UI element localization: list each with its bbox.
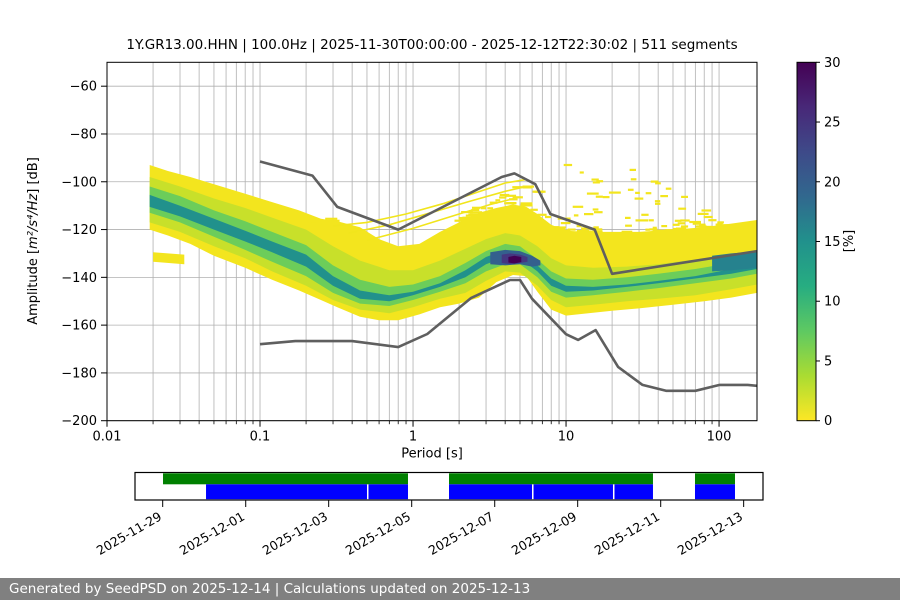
psd-coverage-segment: [206, 484, 367, 500]
availability-date-label: 2025-12-09: [509, 509, 579, 558]
svg-text:−80: −80: [70, 127, 97, 142]
psd-coverage-segment: [449, 484, 533, 500]
availability-bar: 2025-11-29 2025-12-01 2025-12-03 2025-12-05…: [94, 471, 764, 558]
x-axis-label: Period [s]: [401, 447, 463, 462]
svg-text:−160: −160: [61, 319, 97, 334]
svg-text:100: 100: [707, 430, 732, 445]
waveform-availability-segment: [163, 473, 408, 485]
density-layer-prob-15pct: [149, 194, 757, 302]
psd-coverage-segment: [614, 484, 653, 500]
svg-text:−140: −140: [61, 271, 97, 286]
svg-text:30: 30: [824, 56, 841, 71]
availability-date-label: 2025-12-05: [343, 509, 413, 558]
x-axis: 0.01 0.1 1 10 100 Period [s]: [93, 420, 732, 462]
psd-coverage-segment: [694, 484, 735, 500]
svg-text:5: 5: [824, 354, 832, 369]
svg-text:0.01: 0.01: [93, 430, 122, 445]
footer-status-bar: Generated by SeedPSD on 2025-12-14 | Cal…: [0, 578, 900, 600]
svg-text:−60: −60: [70, 80, 97, 95]
svg-text:0.1: 0.1: [250, 430, 271, 445]
svg-text:0: 0: [824, 414, 832, 429]
svg-text:10: 10: [558, 430, 575, 445]
svg-text:10: 10: [824, 295, 841, 310]
density-layer-microseism-peak: [508, 255, 522, 264]
outlier-streaks: [332, 178, 527, 242]
availability-date-label: 2025-12-01: [177, 509, 247, 558]
plot-border: [106, 61, 758, 422]
availability-date-label: 2025-12-11: [592, 509, 662, 558]
psd-coverage-segment: [368, 484, 408, 500]
svg-text:−100: −100: [61, 175, 97, 190]
svg-text:15: 15: [824, 235, 841, 250]
svg-text:−200: −200: [61, 414, 97, 429]
noise-model-lines: [259, 160, 757, 393]
svg-text:1: 1: [409, 430, 417, 445]
svg-text:25: 25: [824, 116, 841, 131]
outlier-dash-field: [294, 163, 748, 239]
colorbar-label: [%]: [842, 230, 857, 253]
psd-coverage-segment: [533, 484, 613, 500]
y-axis: −200 −180 −160 −140 −120 −100 −80 −60 Amplitude …: [26, 80, 107, 429]
y-axis-label: Amplitude [m²/s⁴/Hz] [dB]: [26, 157, 41, 325]
density-layer-left-detached-dash: [153, 252, 185, 265]
availability-date-label: 2025-12-13: [675, 509, 745, 558]
ppsd-density: [149, 165, 757, 321]
waveform-availability-segment: [449, 473, 653, 485]
colorbar: 0 5 10 15 20 25 30 [%]: [796, 56, 857, 429]
chart-title: 1Y.GR13.00.HHN | 100.0Hz | 2025-11-30T00…: [126, 37, 738, 53]
availability-date-label: 2025-12-03: [260, 509, 330, 558]
svg-text:20: 20: [824, 175, 841, 190]
availability-date-label: 2025-11-29: [94, 509, 164, 558]
svg-text:−180: −180: [61, 366, 97, 381]
availability-date-label: 2025-12-07: [426, 509, 496, 558]
svg-text:−120: −120: [61, 223, 97, 238]
nhnm-line: [259, 160, 757, 276]
waveform-availability-segment: [694, 473, 735, 485]
nlnm-line: [259, 278, 757, 393]
